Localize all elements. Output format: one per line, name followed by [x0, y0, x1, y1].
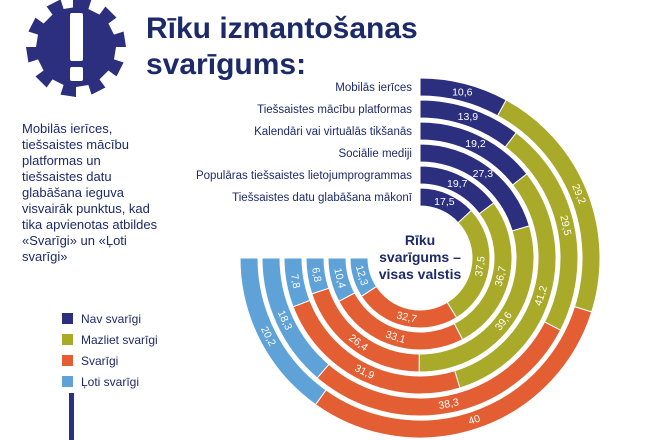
value-label: 12,3 [353, 264, 370, 287]
legend-swatch [62, 376, 73, 387]
legend-label: Nav svarīgi [81, 311, 142, 326]
legend-label: Ļoti svarīgi [81, 374, 140, 389]
value-label: 37,5 [473, 255, 488, 277]
category-label: Tiešsaistes mācību platformas [257, 104, 412, 116]
legend-item-mazliet-svarigi: Mazliet svarīgi [62, 329, 158, 350]
value-label: 29,5 [557, 214, 573, 237]
legend-swatch [62, 334, 73, 345]
ring-segment [261, 257, 330, 379]
value-label: 38,3 [438, 396, 461, 412]
legend-swatch [62, 355, 73, 366]
legend-item-loti-svarigi: Ļoti svarīgi [62, 371, 158, 392]
ring-segment [305, 257, 330, 295]
value-label: 10,6 [452, 86, 473, 98]
ring-segment [327, 257, 356, 303]
legend-item-svarigi: Svarīgi [62, 350, 158, 371]
title-line-2: svarīgums: [146, 48, 306, 81]
legend-item-nav-svarigi: Nav svarīgi [62, 308, 158, 329]
category-label: Sociālie mediji [338, 148, 412, 160]
category-labels: Mobilās ierīces Tiešsaistes mācību platfo… [196, 82, 413, 204]
ring-segment [283, 257, 311, 308]
top-ribbon [73, 0, 78, 12]
ring-segment [349, 257, 378, 298]
title-line-1: Rīku izmantošanas [146, 12, 418, 45]
legend: Nav svarīgi Mazliet svarīgi Svarīgi Ļoti… [62, 308, 158, 392]
value-label: 33,1 [384, 329, 407, 347]
gear-icon [26, 0, 126, 97]
value-label: 36,7 [493, 265, 509, 288]
value-label: 32,7 [395, 309, 418, 325]
value-label: 13,9 [458, 111, 479, 123]
category-label: Tiešsaistes datu glabāšana mākonī [232, 192, 413, 204]
summary-note: Mobilās ierīces, tiešsaistes mācību plat… [22, 121, 158, 264]
category-label: Mobilās ierīces [335, 82, 412, 94]
value-label: 19,7 [447, 178, 468, 190]
legend-label: Svarīgi [81, 353, 119, 368]
category-label: Populāras tiešsaistes lietojumprogrammas [196, 170, 412, 182]
value-label: 40 [467, 413, 482, 428]
value-label: 6,8 [309, 267, 323, 283]
legend-label: Mazliet svarīgi [81, 332, 158, 347]
value-label: 27,3 [473, 168, 494, 180]
legend-swatch [62, 313, 73, 324]
center-label-line-2: svarīgums – [379, 249, 461, 265]
value-label: 19,2 [465, 138, 486, 150]
rings [239, 77, 601, 439]
value-label: 7,8 [288, 273, 302, 290]
value-label: 10,4 [331, 267, 348, 290]
bottom-stripe [69, 393, 74, 440]
center-label: Rīku svarīgums – visas valstis [379, 232, 462, 282]
value-label: 41,2 [532, 284, 550, 307]
ring-segment [239, 257, 327, 406]
center-label-line-1: Rīku [405, 232, 435, 248]
category-label: Kalendāri vai virtuālās tikšanās [254, 126, 412, 138]
center-label-line-3: visas valstis [379, 266, 462, 282]
value-label: 17,5 [434, 196, 455, 208]
